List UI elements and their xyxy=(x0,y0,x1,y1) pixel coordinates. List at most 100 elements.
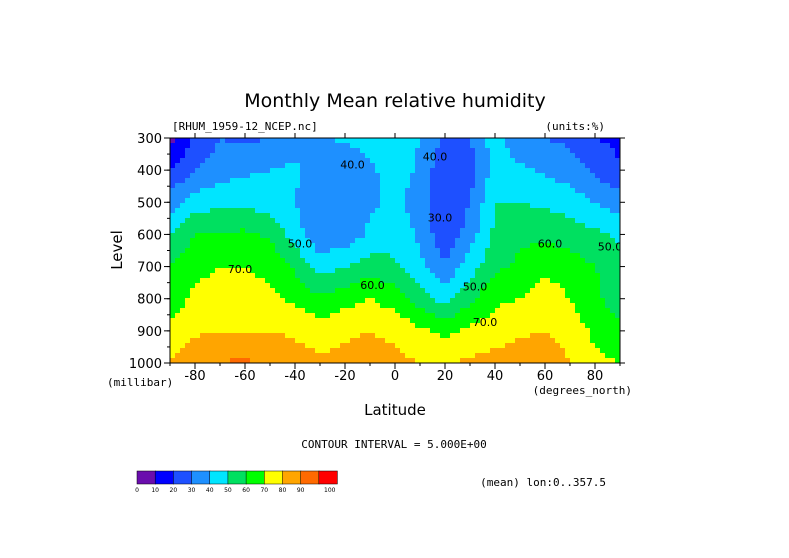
contour-cell xyxy=(305,188,311,194)
contour-cell xyxy=(550,278,556,284)
contour-cell xyxy=(495,308,501,314)
contour-cell xyxy=(385,338,391,344)
contour-cell xyxy=(550,193,556,199)
contour-cell xyxy=(410,243,416,249)
contour-cell xyxy=(580,238,586,244)
contour-cell xyxy=(465,313,471,319)
contour-cell xyxy=(245,343,251,349)
contour-cell xyxy=(335,143,341,149)
contour-cell xyxy=(385,328,391,334)
contour-cell xyxy=(565,313,571,319)
contour-cell xyxy=(265,308,271,314)
contour-cell xyxy=(220,143,226,149)
contour-cell xyxy=(205,258,211,264)
contour-cell xyxy=(390,278,396,284)
contour-cell xyxy=(185,178,191,184)
contour-cell xyxy=(515,193,521,199)
contour-cell xyxy=(580,248,586,254)
contour-cell xyxy=(515,253,521,259)
contour-cell xyxy=(460,288,466,294)
contour-cell xyxy=(320,173,326,179)
contour-cell xyxy=(215,183,221,189)
contour-cell xyxy=(375,353,381,359)
contour-cell xyxy=(520,228,526,234)
contour-cell xyxy=(305,158,311,164)
contour-cell xyxy=(275,338,281,344)
contour-cell xyxy=(555,153,561,159)
contour-cell xyxy=(255,303,261,309)
contour-cell xyxy=(305,263,311,269)
contour-cell xyxy=(345,168,351,174)
contour-cell xyxy=(525,263,531,269)
contour-cell xyxy=(475,153,481,159)
contour-cell xyxy=(470,163,476,169)
contour-cell xyxy=(360,223,366,229)
contour-cell xyxy=(480,163,486,169)
contour-cell xyxy=(550,143,556,149)
contour-cell xyxy=(355,263,361,269)
contour-cell xyxy=(245,303,251,309)
contour-cell xyxy=(615,283,620,289)
contour-cell xyxy=(455,258,461,264)
y-tick-label: 600 xyxy=(137,228,162,243)
contour-cell xyxy=(185,198,191,204)
contour-cell xyxy=(590,268,596,274)
contour-cell xyxy=(335,278,341,284)
contour-cell xyxy=(305,193,311,199)
contour-cell xyxy=(610,168,616,174)
contour-cell xyxy=(400,328,406,334)
contour-cell xyxy=(490,228,496,234)
contour-cell xyxy=(580,318,586,324)
contour-cell xyxy=(420,158,426,164)
contour-cell xyxy=(415,138,421,144)
contour-cell xyxy=(615,198,620,204)
contour-cell xyxy=(210,218,216,224)
contour-cell xyxy=(195,173,201,179)
contour-cell xyxy=(345,178,351,184)
contour-cell xyxy=(270,343,276,349)
contour-cell xyxy=(280,183,286,189)
contour-cell xyxy=(550,213,556,219)
contour-cell xyxy=(380,138,386,144)
contour-cell xyxy=(575,138,581,144)
contour-cell xyxy=(535,293,541,299)
contour-cell xyxy=(270,288,276,294)
contour-cell xyxy=(230,283,236,289)
contour-cell xyxy=(395,328,401,334)
contour-cell xyxy=(425,213,431,219)
contour-cell xyxy=(345,138,351,144)
contour-cell xyxy=(385,193,391,199)
contour-cell xyxy=(285,173,291,179)
contour-cell xyxy=(605,218,611,224)
contour-cell xyxy=(340,238,346,244)
contour-cell xyxy=(525,273,531,279)
contour-cell xyxy=(270,198,276,204)
contour-cell xyxy=(450,138,456,144)
contour-cell xyxy=(505,243,511,249)
contour-cell xyxy=(370,303,376,309)
contour-cell xyxy=(390,208,396,214)
contour-cell xyxy=(270,193,276,199)
contour-cell xyxy=(440,203,446,209)
contour-cell xyxy=(395,143,401,149)
contour-cell xyxy=(530,198,536,204)
contour-cell xyxy=(420,163,426,169)
contour-cell xyxy=(265,283,271,289)
contour-cell xyxy=(390,348,396,354)
contour-cell xyxy=(485,308,491,314)
contour-cell xyxy=(350,173,356,179)
contour-cell xyxy=(500,178,506,184)
contour-cell xyxy=(585,313,591,319)
contour-cell xyxy=(415,298,421,304)
contour-cell xyxy=(540,158,546,164)
contour-cell xyxy=(295,178,301,184)
contour-cell xyxy=(480,148,486,154)
contour-cell xyxy=(410,193,416,199)
contour-cell xyxy=(295,158,301,164)
contour-cell xyxy=(240,183,246,189)
contour-cell xyxy=(560,303,566,309)
contour-cell xyxy=(270,138,276,144)
contour-cell xyxy=(370,228,376,234)
contour-label: 60.0 xyxy=(538,237,563,250)
contour-cell xyxy=(370,328,376,334)
